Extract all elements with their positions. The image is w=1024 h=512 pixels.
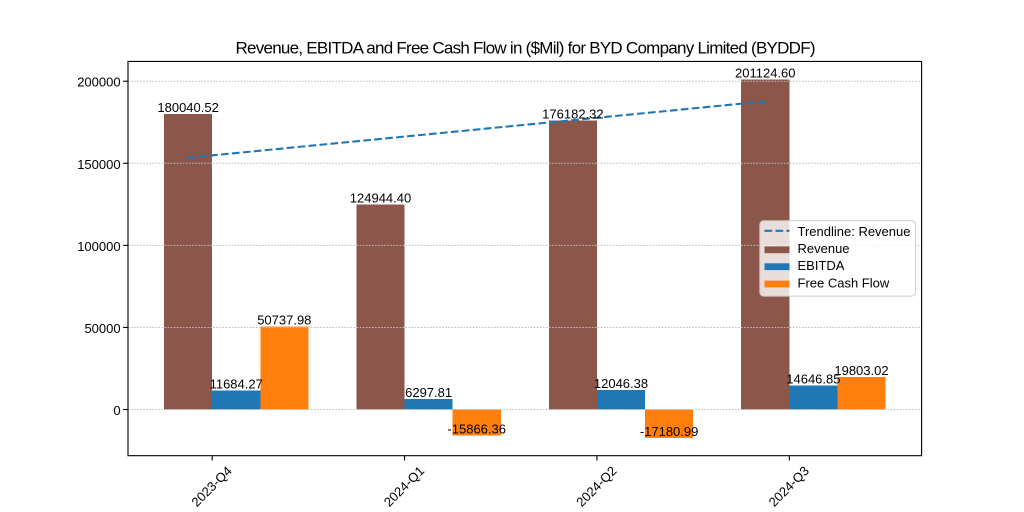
svg-text:12046.38: 12046.38: [594, 376, 648, 391]
svg-text:6297.81: 6297.81: [405, 385, 452, 400]
svg-text:-17180.99: -17180.99: [640, 424, 699, 439]
svg-text:176182.32: 176182.32: [542, 106, 603, 121]
svg-text:Revenue: Revenue: [798, 241, 850, 256]
svg-text:11684.27: 11684.27: [210, 376, 263, 391]
svg-text:50737.98: 50737.98: [257, 312, 311, 327]
svg-text:EBITDA: EBITDA: [798, 258, 845, 273]
svg-text:19803.02: 19803.02: [834, 363, 888, 378]
svg-text:100000: 100000: [77, 239, 120, 254]
svg-text:201124.60: 201124.60: [735, 65, 796, 80]
svg-text:0: 0: [113, 403, 120, 418]
svg-text:50000: 50000: [84, 321, 120, 336]
svg-text:14646.85: 14646.85: [786, 372, 840, 387]
svg-text:Free Cash Flow: Free Cash Flow: [798, 275, 890, 290]
svg-text:150000: 150000: [77, 157, 120, 172]
svg-text:-15866.36: -15866.36: [447, 422, 506, 437]
svg-text:180040.52: 180040.52: [157, 100, 218, 115]
svg-text:Trendline: Revenue: Trendline: Revenue: [798, 224, 911, 239]
svg-text:200000: 200000: [77, 75, 120, 90]
svg-text:124944.40: 124944.40: [350, 190, 411, 205]
svg-text:Revenue, EBITDA and Free Cash: Revenue, EBITDA and Free Cash Flow in ($…: [236, 38, 816, 57]
